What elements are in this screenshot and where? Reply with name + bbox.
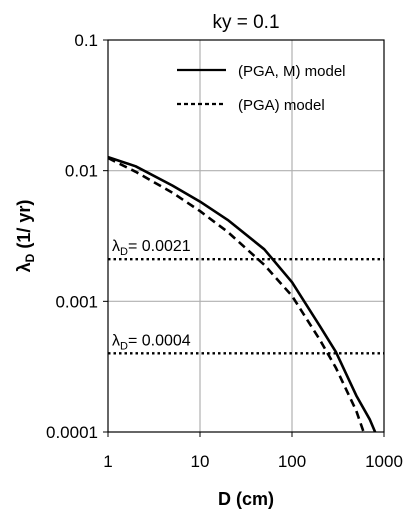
x-tick-label: 1 (103, 452, 112, 471)
chart-title: ky = 0.1 (212, 12, 279, 33)
legend-label: (PGA) model (238, 97, 325, 114)
series-line-2 (107, 156, 365, 433)
x-tick-label: 10 (191, 452, 210, 471)
plot-frame (107, 39, 385, 433)
x-tick-label: 100 (278, 452, 306, 471)
x-axis-label: D (cm) (218, 489, 274, 509)
y-tick-label: 0.001 (55, 292, 98, 311)
legend: (PGA, M) model (PGA) model (177, 63, 346, 114)
tick-labels: 1 10 100 1000 0.0001 0.001 0.01 0.1 (46, 31, 403, 471)
y-axis-label: λD (1/ yr) (14, 200, 37, 273)
series-layer (107, 155, 377, 433)
reference-line-label: λD= 0.0021 (112, 238, 191, 258)
reference-line-label: λD= 0.0004 (112, 332, 191, 352)
reference-lines: λD= 0.0021 λD= 0.0004 (108, 238, 384, 355)
y-tick-label: 0.1 (74, 31, 98, 50)
grid (108, 40, 384, 432)
x-tick-label: 1000 (365, 452, 403, 471)
y-axis-label-text: λD (1/ yr) (14, 200, 37, 273)
series-line-1 (107, 155, 377, 433)
y-tick-label: 0.0001 (46, 423, 98, 442)
legend-label: (PGA, M) model (238, 63, 346, 80)
y-tick-label: 0.01 (65, 162, 98, 181)
